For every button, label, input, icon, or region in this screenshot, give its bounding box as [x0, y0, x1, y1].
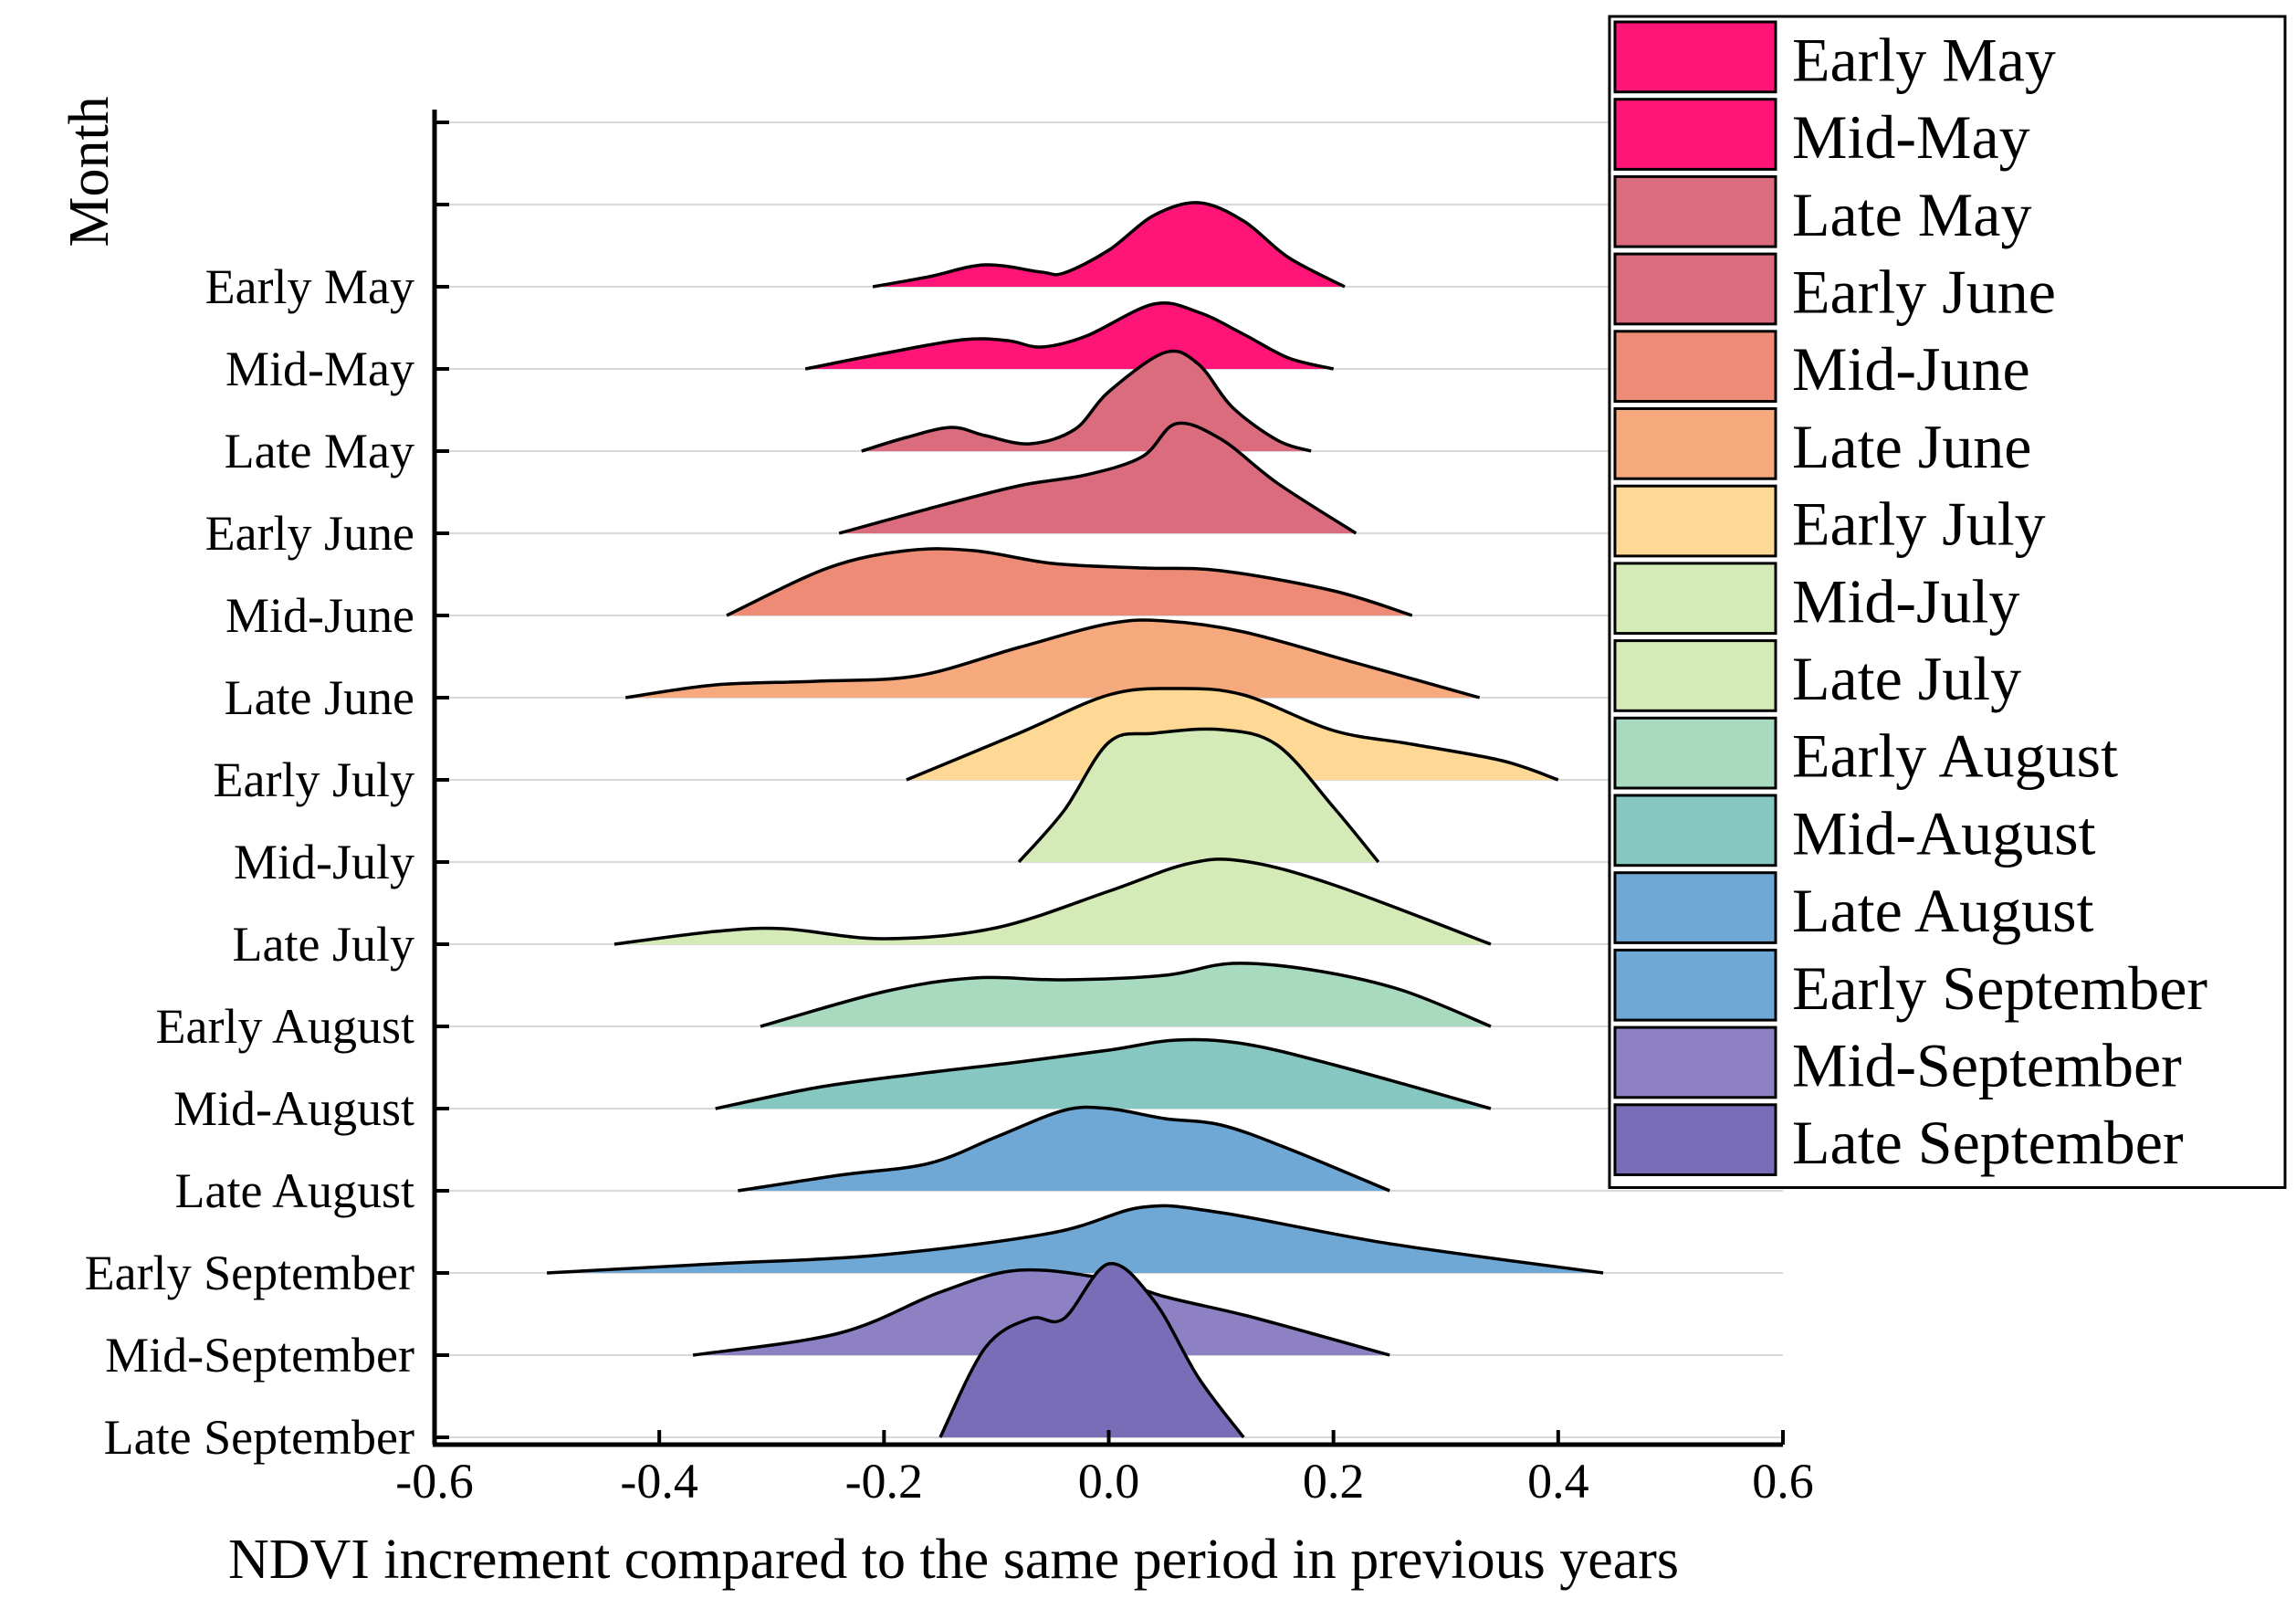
y-tick-label: Late June — [225, 670, 414, 725]
y-tick-label: Early May — [205, 259, 414, 314]
legend-label-early-july: Early July — [1792, 489, 2046, 559]
ridge-outline-early-august — [760, 962, 1492, 1028]
legend-swatch-early-august — [1613, 716, 1777, 790]
y-tick-label: Early September — [85, 1246, 414, 1300]
y-tick-label: Mid-May — [225, 342, 414, 396]
legend-label-late-may: Late May — [1792, 180, 2031, 249]
legend-label-mid-september: Mid-September — [1792, 1030, 2182, 1099]
ridge-outline-late-may — [861, 349, 1312, 453]
ridge-outline-early-july — [906, 687, 1559, 782]
legend-swatch-early-june — [1613, 252, 1777, 326]
legend-label-early-september: Early September — [1792, 953, 2207, 1023]
ridge-area-early-september — [547, 1205, 1604, 1273]
legend-swatch-mid-july — [1613, 562, 1777, 636]
x-tick-label: 0.6 — [1752, 1454, 1814, 1509]
legend-swatch-mid-june — [1613, 330, 1777, 403]
ridge-outline-late-september — [938, 1262, 1245, 1439]
legend-label-late-july: Late July — [1792, 644, 2021, 713]
legend-swatch-mid-september — [1613, 1025, 1777, 1099]
legend-label-late-september: Late September — [1792, 1108, 2184, 1177]
x-tick-label: -0.2 — [845, 1454, 923, 1509]
legend-label-late-august: Late August — [1792, 876, 2094, 945]
ridge-outline-early-september — [546, 1204, 1604, 1275]
legend-swatch-early-september — [1613, 948, 1777, 1022]
x-axis-title: NDVI increment compared to the same peri… — [228, 1529, 1679, 1591]
axes: Early May Mid-May Late May Early June Mid-Ju… — [85, 110, 1814, 1509]
legend-swatch-late-september — [1613, 1103, 1777, 1177]
y-tick-label: Mid-July — [234, 835, 414, 889]
ridge-outline-mid-may — [804, 301, 1335, 371]
legend-swatch-mid-may — [1613, 98, 1777, 171]
legend-swatch-early-may — [1613, 20, 1777, 94]
x-tick-label: 0.2 — [1303, 1454, 1365, 1509]
legend-label-late-june: Late June — [1792, 412, 2031, 481]
y-tick-label: Mid-August — [173, 1081, 414, 1136]
ridge-outline-early-may — [872, 201, 1346, 289]
ridge-area-early-august — [760, 962, 1491, 1026]
y-tick-label: Mid-September — [105, 1328, 414, 1383]
legend-label-mid-july: Mid-July — [1792, 566, 2019, 636]
y-tick-label: Early August — [156, 999, 414, 1054]
ridge-area-late-july — [613, 858, 1491, 944]
x-tick-label: -0.6 — [395, 1454, 473, 1509]
legend-swatch-early-july — [1613, 484, 1777, 558]
legend-label-mid-august: Mid-August — [1792, 798, 2096, 868]
legend-swatch-late-may — [1613, 174, 1777, 248]
ridge-area-early-june — [839, 423, 1357, 533]
x-tick-label: 0.4 — [1527, 1454, 1589, 1509]
x-tick-label: 0.0 — [1078, 1454, 1140, 1509]
x-tick-label: -0.4 — [620, 1454, 697, 1509]
y-tick-label: Late August — [175, 1163, 414, 1218]
legend-swatch-late-july — [1613, 639, 1777, 712]
y-tick-label: Late July — [233, 917, 414, 972]
ridge-area-mid-june — [727, 548, 1412, 615]
legend-label-early-may: Early May — [1792, 25, 2056, 94]
ridge-outline-late-july — [613, 857, 1492, 946]
ridge-area-late-september — [939, 1263, 1244, 1437]
legend-label-mid-june: Mid-June — [1792, 334, 2030, 404]
ridge-outline-mid-july — [1017, 727, 1380, 864]
ridge-area-mid-september — [693, 1269, 1390, 1355]
ridge-area-late-june — [625, 620, 1480, 698]
ridge-outline-late-june — [624, 618, 1481, 699]
ridge-series — [546, 201, 1604, 1439]
y-tick-label: Mid-June — [225, 588, 414, 643]
legend-label-early-june: Early June — [1792, 257, 2056, 326]
legend: Early May Mid-May Late May Early June Mid-Ju… — [1608, 15, 2287, 1189]
ridge-outline-mid-august — [715, 1037, 1492, 1110]
ridge-area-mid-july — [1019, 729, 1379, 862]
legend-swatch-late-june — [1613, 407, 1777, 480]
y-tick-label: Early June — [205, 506, 414, 561]
y-tick-label: Late September — [104, 1410, 414, 1465]
y-tick-label: Early July — [214, 752, 414, 807]
legend-label-mid-may: Mid-May — [1792, 102, 2030, 172]
ridge-outline-late-august — [738, 1105, 1390, 1193]
y-axis-title: Month — [58, 96, 121, 247]
legend-swatch-mid-august — [1613, 794, 1777, 868]
legend-swatch-late-august — [1613, 871, 1777, 944]
ridge-outline-early-june — [838, 421, 1358, 535]
y-tick-label: Late May — [225, 424, 414, 478]
ridge-area-mid-may — [805, 302, 1334, 369]
legend-label-early-august: Early August — [1792, 721, 2118, 791]
ridge-outline-mid-june — [726, 547, 1413, 617]
